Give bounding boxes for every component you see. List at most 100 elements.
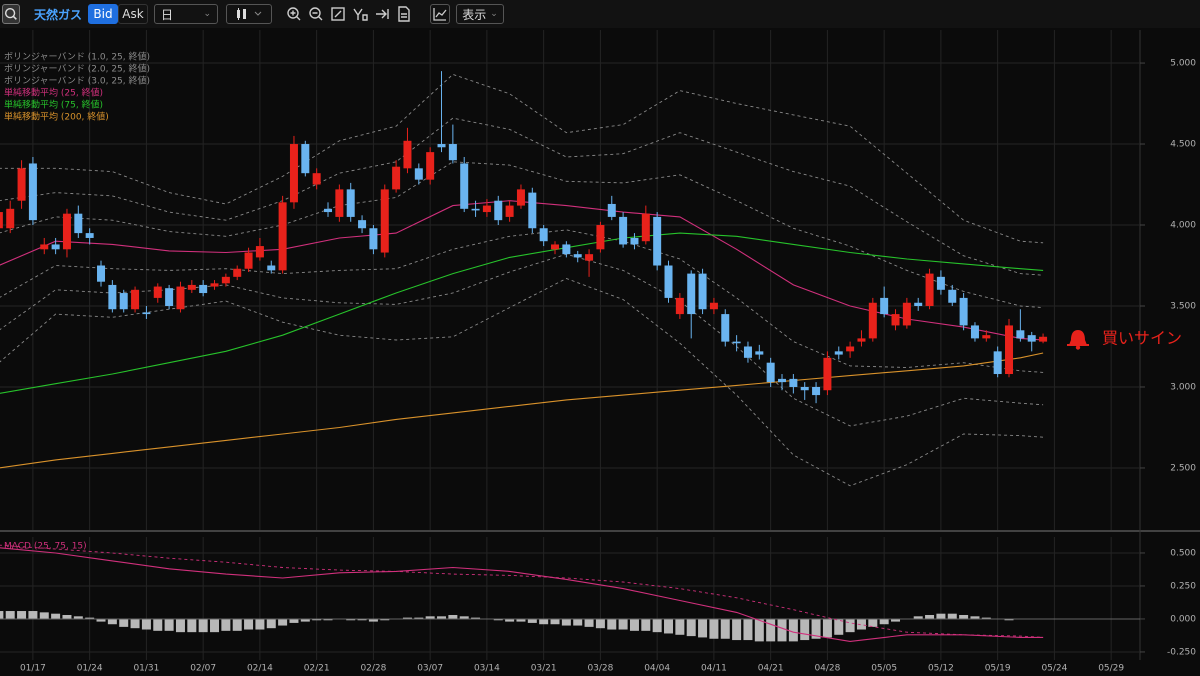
- price-panel: [0, 30, 1140, 530]
- candle-body: [414, 168, 423, 180]
- legend-entry: 単純移動平均 (75, 終値): [4, 99, 103, 111]
- instrument[interactable]: 天然ガス: [34, 7, 83, 22]
- histogram-bar: [936, 613, 946, 619]
- indicator[interactable]: [350, 4, 370, 24]
- histogram-bar: [5, 611, 15, 619]
- candle-body: [959, 297, 968, 326]
- histogram-bar: [505, 618, 515, 622]
- candle-body: [948, 289, 957, 303]
- view: 表示: [462, 7, 487, 22]
- candle-body: [993, 351, 1002, 375]
- band-lower: [0, 229, 1044, 373]
- macd-line: [0, 547, 1044, 642]
- histogram-bar: [891, 618, 901, 622]
- histogram-bar: [675, 618, 685, 635]
- fit[interactable]: [328, 4, 348, 24]
- candle-body: [721, 314, 730, 342]
- x-tick-label: 01/17: [20, 664, 46, 674]
- histogram-bar: [777, 618, 787, 642]
- candle-body: [108, 284, 117, 310]
- candle-body: [778, 378, 787, 383]
- histogram-bar: [278, 618, 288, 626]
- candle-body: [17, 168, 26, 201]
- histogram-bar: [448, 614, 458, 619]
- histogram-bar: [959, 614, 969, 619]
- histogram-bar: [618, 618, 628, 630]
- candle-body: [494, 200, 503, 221]
- x-tick-label: 02/07: [190, 664, 216, 674]
- moving-average: [0, 232, 1044, 394]
- candle-body: [755, 351, 764, 355]
- candle-body: [85, 233, 94, 238]
- bid-button[interactable]: Bid: [88, 4, 118, 24]
- candle-body: [403, 140, 412, 169]
- histogram-bar: [289, 618, 299, 623]
- histogram-bar: [493, 618, 503, 621]
- histogram-bar: [709, 618, 719, 639]
- add-indicator[interactable]: [430, 4, 450, 24]
- candle-body: [970, 325, 979, 339]
- candle-body: [244, 252, 253, 269]
- candle-body: [426, 152, 435, 180]
- x-tick-label: 02/14: [247, 664, 273, 674]
- zoom-out[interactable]: [306, 4, 326, 24]
- histogram-bar: [164, 618, 174, 631]
- candle-body: [868, 302, 877, 339]
- histogram-bar: [17, 611, 27, 619]
- histogram-bar: [766, 618, 776, 642]
- candle-body: [528, 192, 537, 229]
- histogram-bar: [346, 618, 356, 621]
- histogram-bar: [698, 618, 708, 638]
- histogram-bar: [686, 618, 696, 637]
- candle-body: [698, 273, 707, 310]
- band-upper: [0, 161, 1044, 309]
- legend-entry: 単純移動平均 (25, 終値): [4, 87, 103, 99]
- ask-button[interactable]: Ask: [118, 4, 148, 24]
- candle-body: [335, 189, 344, 217]
- candle-body: [324, 208, 333, 213]
- histogram-bar: [0, 611, 4, 619]
- band-upper: [0, 73, 1044, 244]
- y-tick-label: 0.250: [1170, 581, 1196, 591]
- report[interactable]: [394, 4, 414, 24]
- histogram-bar: [402, 617, 412, 619]
- toolbar: 天然ガス Bid Ask 日 ⌄ 表示 ⌄: [0, 0, 1200, 28]
- x-tick-label: 04/21: [758, 664, 784, 674]
- candle-body: [369, 228, 378, 250]
- period-dropdown[interactable]: 日 ⌄: [154, 4, 218, 24]
- candle-body: [653, 216, 662, 266]
- zoom-in[interactable]: [284, 4, 304, 24]
- histogram-bar: [720, 618, 730, 639]
- histogram-bar: [539, 618, 549, 625]
- candle-body: [664, 265, 673, 298]
- candle-body: [221, 276, 230, 284]
- candle-body: [789, 378, 798, 387]
- candle-body: [505, 205, 514, 217]
- band-upper: [0, 117, 1044, 276]
- histogram-bar: [141, 618, 151, 630]
- candle-body: [471, 208, 480, 211]
- y-tick-label: 0.000: [1170, 614, 1196, 624]
- histogram-bar: [380, 618, 390, 621]
- x-tick-label: 05/19: [985, 664, 1011, 674]
- x-tick-label: 03/21: [531, 664, 557, 674]
- view-dropdown[interactable]: 表示 ⌄: [456, 4, 504, 24]
- candle-body: [358, 220, 367, 229]
- candle-body: [732, 341, 741, 344]
- chart-type-dropdown[interactable]: [226, 4, 272, 24]
- histogram-bar: [255, 618, 265, 630]
- jump-latest[interactable]: [372, 4, 392, 24]
- histogram-bar: [970, 616, 980, 619]
- candle-body: [1039, 336, 1048, 342]
- candle-body: [28, 163, 37, 221]
- candle-body: [1005, 325, 1014, 375]
- x-tick-label: 05/12: [928, 664, 954, 674]
- search-button[interactable]: [2, 4, 20, 24]
- histogram-bar: [834, 618, 844, 635]
- histogram-bar: [561, 618, 571, 626]
- candle-body: [255, 246, 264, 258]
- histogram-bar: [119, 618, 129, 627]
- x-tick-label: 03/14: [474, 664, 500, 674]
- histogram-bar: [856, 618, 866, 630]
- moving-average: [0, 352, 1044, 469]
